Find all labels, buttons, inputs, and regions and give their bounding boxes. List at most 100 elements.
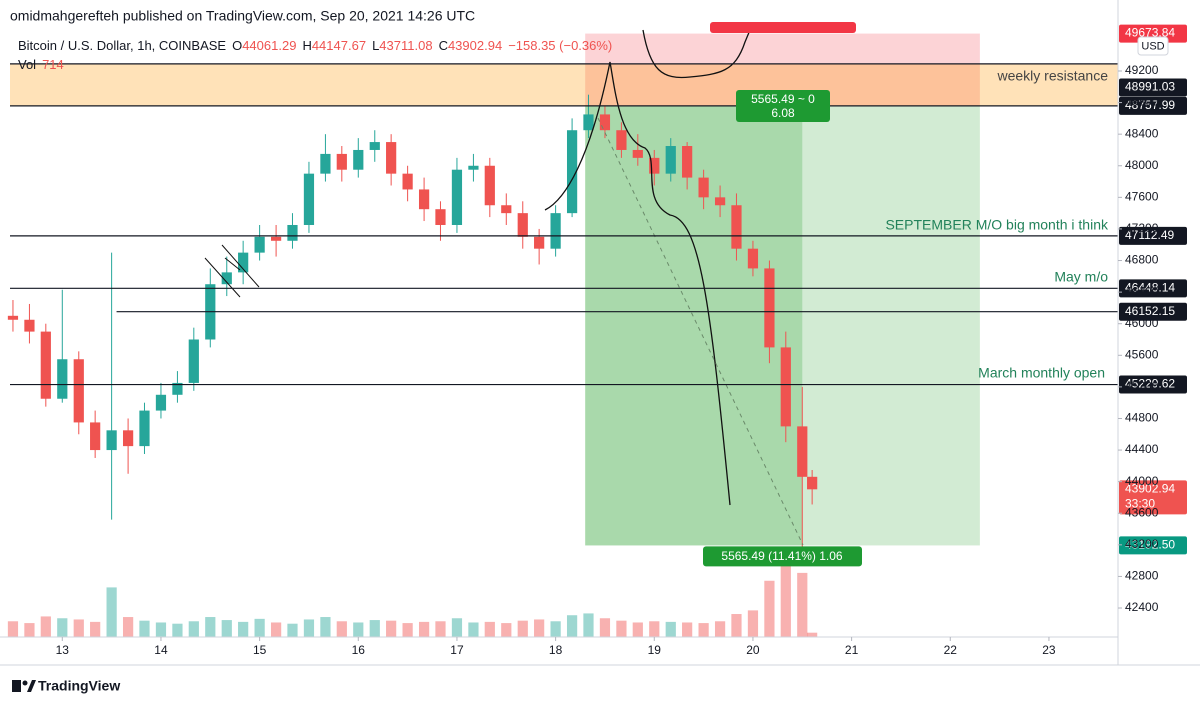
volume-bar — [534, 619, 545, 637]
x-tick-label: 15 — [253, 643, 267, 657]
volume-bar — [566, 615, 578, 637]
ohlc-value: 43711.08 — [379, 38, 432, 53]
volume-bar — [122, 617, 134, 637]
candle-body — [336, 153, 347, 170]
candle-body — [501, 205, 512, 214]
volume-bar — [336, 621, 347, 637]
publisher: omidmahgerefteh published on TradingView… — [10, 8, 475, 24]
volume-bar — [747, 610, 759, 637]
candle-body — [57, 359, 68, 399]
volume-bar — [139, 620, 150, 637]
candle-body — [287, 224, 298, 241]
background-layer — [7, 33, 1118, 637]
price-tag — [1119, 24, 1187, 43]
projection-line — [597, 117, 804, 546]
volume-bar — [780, 562, 791, 637]
volume-bar — [40, 616, 51, 637]
candle-body — [632, 149, 643, 158]
x-tick-label: 22 — [944, 643, 958, 657]
x-tick-label: 13 — [56, 643, 70, 657]
volume-bar — [353, 622, 364, 637]
candle-body — [122, 430, 134, 447]
price-tag-label: 46152.15 — [1125, 304, 1175, 318]
volume-bar — [205, 617, 216, 637]
logo-mark — [27, 680, 36, 692]
volume-bar — [402, 623, 413, 637]
ohlc-value: 44147.67 — [312, 38, 366, 53]
candle-body — [583, 114, 594, 131]
candle-body — [714, 197, 726, 206]
currency-button[interactable] — [1137, 36, 1169, 56]
price-tag-label: 48757.99 — [1125, 98, 1175, 112]
y-tick-label: 48400 — [1125, 126, 1159, 140]
resistance-zone — [10, 63, 1118, 106]
price-tag-label: 43902.94 — [1125, 481, 1175, 495]
y-tick-label: 43200 — [1125, 537, 1159, 551]
candle-body — [106, 430, 117, 451]
volume-bar — [698, 623, 709, 637]
price-tag — [1119, 96, 1187, 115]
overlay-layer: 5565.49 ~ 06.08 5565.49 (11.41%) 1.06 — [10, 63, 1118, 567]
candle-body — [797, 426, 808, 477]
volume-bar — [155, 622, 167, 637]
volume-bar — [517, 620, 528, 637]
y-tick-label: 44000 — [1125, 474, 1159, 488]
volume-bar — [172, 623, 183, 637]
y-tick-label: 46800 — [1125, 253, 1159, 267]
position-risk: 5565.49 ~ 0 — [751, 92, 815, 106]
candle-body — [7, 315, 19, 320]
hand-curve — [642, 29, 751, 79]
candle-body — [238, 252, 249, 273]
candle-body — [90, 422, 101, 451]
price-tag-label: 49673.84 — [1125, 26, 1175, 40]
volume-bar — [188, 621, 199, 637]
price-tag-label: 46448.14 — [1125, 280, 1175, 294]
target-zone — [585, 105, 980, 546]
candle-body — [172, 382, 183, 395]
candle-body — [451, 169, 463, 225]
note: weekly resistance — [997, 68, 1109, 84]
volume-bar — [731, 614, 742, 637]
x-tick-label: 21 — [845, 643, 859, 657]
y-tick-label: 44800 — [1125, 411, 1159, 425]
currency[interactable]: USD — [1141, 40, 1164, 52]
note: SEPTEMBER M/O big month i think — [885, 217, 1109, 233]
candle-body — [270, 236, 282, 241]
price-tag-label: 47112.49 — [1125, 228, 1174, 242]
volume-bar — [254, 618, 265, 637]
brand: TradingView — [38, 678, 120, 694]
y-tick-label: 46400 — [1125, 284, 1159, 298]
candle-body — [386, 142, 397, 174]
y-tick-label: 46000 — [1125, 316, 1159, 330]
price-tag — [1119, 480, 1187, 515]
flag-line — [224, 257, 241, 271]
x-tick-label: 20 — [746, 643, 760, 657]
volume-bar — [797, 572, 808, 637]
y-tick-label: 48800 — [1125, 95, 1159, 109]
candle-body — [254, 236, 265, 253]
x-tick-label: 18 — [549, 643, 563, 657]
candle-body — [780, 347, 791, 427]
candle-body — [747, 248, 759, 269]
y-tick-label: 49200 — [1125, 63, 1159, 77]
candle-body — [435, 209, 446, 225]
axis-tags: 49673.84 48991.03 48757.99 47112.49 46448.14… — [1119, 24, 1187, 555]
x-tick-label: 19 — [648, 643, 662, 657]
candle-body — [40, 331, 51, 399]
ohlc-value: 43902.94 — [448, 38, 502, 53]
logo-mark — [22, 680, 28, 686]
volume-bar — [369, 620, 380, 637]
y-tick-label: 47200 — [1125, 221, 1159, 235]
x-tick-label: 17 — [450, 643, 464, 657]
volume-bar — [90, 621, 101, 637]
candle-body — [566, 130, 578, 214]
ohlc-label: H — [302, 38, 311, 53]
volume-bar — [24, 623, 35, 637]
y-tick-label: 42800 — [1125, 569, 1159, 583]
vol-value: 714 — [42, 57, 64, 72]
change: −158.35 (−0.36%) — [508, 38, 612, 53]
flag-line — [204, 257, 241, 298]
x-tick-label: 16 — [352, 643, 366, 657]
position-target: 5565.49 (11.41%) 1.06 — [721, 549, 843, 563]
